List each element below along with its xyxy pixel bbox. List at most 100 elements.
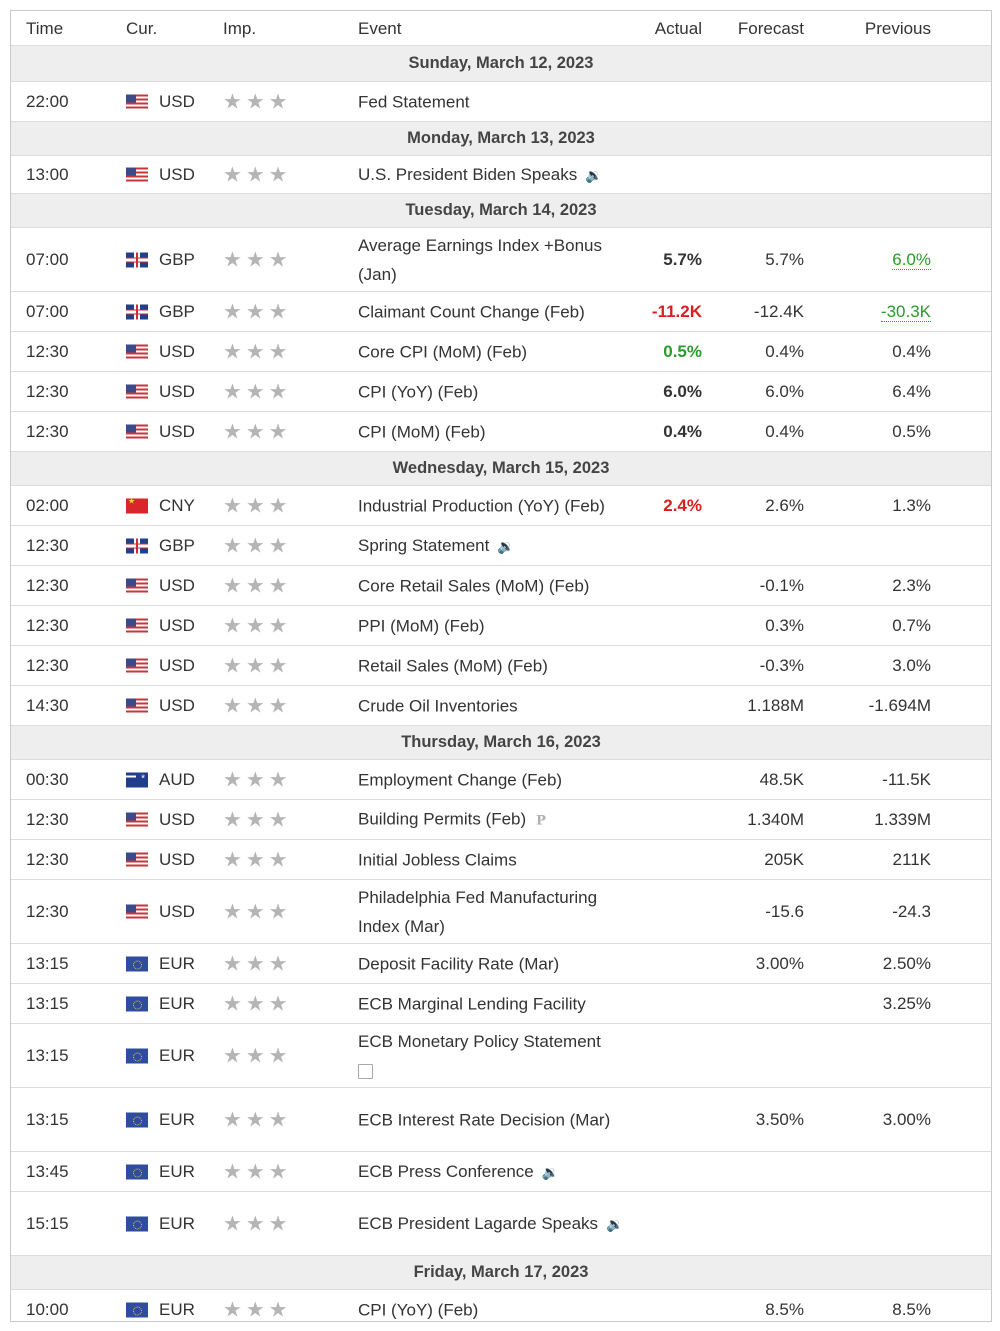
event-row[interactable]: 13:15 EUR ★★★ ECB Interest Rate Decision (M… [11,1087,991,1151]
event-name-text[interactable]: ECB Press Conference [358,1161,534,1181]
event-row[interactable]: 12:30 USD ★★★ Core Retail Sales (MoM) (Feb)… [11,565,991,605]
event-name[interactable]: CPI (YoY) (Feb) [358,377,633,406]
event-name[interactable]: ECB Interest Rate Decision (Mar) [358,1105,633,1134]
event-name-text[interactable]: Philadelphia Fed Manufacturing Index (Ma… [358,887,598,936]
event-row[interactable]: 12:30 USD ★★★ Core CPI (MoM) (Feb) 0.5% 0.4% 0… [11,331,991,371]
event-name-text[interactable]: Claimant Count Change (Feb) [358,302,585,321]
header-currency[interactable]: Cur. [126,19,158,38]
event-row[interactable]: 15:15 EUR ★★★ ECB President Lagarde Speaks 🔉 [11,1191,991,1255]
event-row[interactable]: 12:30 USD ★★★ Retail Sales (MoM) (Feb) -0.3%… [11,645,991,685]
header-forecast[interactable]: Forecast [737,19,804,38]
event-name[interactable]: ECB Marginal Lending Facility [358,989,633,1018]
event-name[interactable]: U.S. President Biden Speaks 🔉 [358,159,633,189]
event-row[interactable]: 07:00 GBP ★★★ Average Earnings Index +Bonus… [11,227,991,291]
event-row[interactable]: 10:00 EUR ★★★ CPI (YoY) (Feb) 8.5% 8.5% [11,1289,991,1329]
header-time[interactable]: Time [26,19,64,38]
event-row[interactable]: 00:30 AUD ★★★ Employment Change (Feb) 48.5K -… [11,759,991,799]
event-row[interactable]: 12:30 USD ★★★ Initial Jobless Claims 205K 211… [11,839,991,879]
event-name-text[interactable]: PPI (MoM) (Feb) [358,616,485,635]
event-currency: USD [159,901,195,921]
event-row[interactable]: 22:00 USD ★★★ Fed Statement [11,81,991,121]
header-importance[interactable]: Imp. [223,19,257,38]
event-row[interactable]: 13:15 EUR ★★★ ECB Monetary Policy Statement [11,1023,991,1087]
us-flag-icon [126,94,148,109]
event-row[interactable]: 13:15 EUR ★★★ ECB Marginal Lending Facility… [11,983,991,1023]
event-name[interactable]: ECB Press Conference 🔉 [358,1156,633,1186]
event-name-text[interactable]: Average Earnings Index +Bonus (Jan) [358,235,602,284]
eu-flag-icon [126,1164,148,1179]
event-name[interactable]: Initial Jobless Claims [358,845,633,874]
event-row[interactable]: 12:30 USD ★★★ CPI (YoY) (Feb) 6.0% 6.0% 6.4% [11,371,991,411]
event-name-text[interactable]: Industrial Production (YoY) (Feb) [358,496,605,515]
event-name-text[interactable]: CPI (MoM) (Feb) [358,422,486,441]
event-name-text[interactable]: Retail Sales (MoM) (Feb) [358,656,548,675]
event-name-text[interactable]: U.S. President Biden Speaks [358,164,578,184]
event-row[interactable]: 12:30 USD ★★★ CPI (MoM) (Feb) 0.4% 0.4% 0.5% [11,411,991,451]
event-name[interactable]: PPI (MoM) (Feb) [358,611,633,640]
previous-value-text: 6.4% [892,381,931,401]
previous-value: 8.5% [892,1300,931,1320]
previous-value: 3.00% [883,1110,931,1130]
event-name[interactable]: Employment Change (Feb) [358,765,633,794]
event-row[interactable]: 12:30 USD ★★★ PPI (MoM) (Feb) 0.3% 0.7% [11,605,991,645]
event-row[interactable]: 14:30 USD ★★★ Crude Oil Inventories 1.188M -1… [11,685,991,725]
header-previous[interactable]: Previous [864,19,931,38]
speaker-icon: 🔉 [585,166,603,183]
event-name[interactable]: Core Retail Sales (MoM) (Feb) [358,571,633,600]
event-name[interactable]: ECB President Lagarde Speaks 🔉 [358,1208,633,1238]
event-name-text[interactable]: Fed Statement [358,92,470,111]
event-currency: EUR [159,1045,195,1065]
previous-value-text: 2.3% [892,575,931,595]
event-row[interactable]: 13:15 EUR ★★★ Deposit Facility Rate (Mar) 3.… [11,943,991,983]
event-row[interactable]: 12:30 USD ★★★ Philadelphia Fed Manufacturin… [11,879,991,943]
event-row[interactable]: 12:30 GBP ★★★ Spring Statement 🔉 [11,525,991,565]
event-name-text[interactable]: ECB Monetary Policy Statement [358,1031,601,1051]
event-name-text[interactable]: Employment Change (Feb) [358,770,563,789]
forecast-value: 8.5% [765,1299,804,1319]
event-row[interactable]: 07:00 GBP ★★★ Claimant Count Change (Feb) -1… [11,291,991,331]
event-name-text[interactable]: Spring Statement [358,535,490,555]
event-time: 07:00 [26,301,69,321]
event-name[interactable]: Fed Statement [358,87,633,116]
event-currency: USD [159,421,195,441]
header-actual[interactable]: Actual [654,19,702,38]
event-row[interactable]: 02:00 CNY ★★★ Industrial Production (YoY) (… [11,485,991,525]
event-name-text[interactable]: Initial Jobless Claims [358,850,517,869]
event-name[interactable]: ECB Monetary Policy Statement [358,1027,633,1085]
event-name[interactable]: CPI (YoY) (Feb) [358,1295,633,1324]
event-time: 13:00 [26,164,69,184]
event-row[interactable]: 13:45 EUR ★★★ ECB Press Conference 🔉 [11,1151,991,1191]
event-name-text[interactable]: Core Retail Sales (MoM) (Feb) [358,576,590,595]
event-name[interactable]: Claimant Count Change (Feb) [358,297,633,326]
event-name-text[interactable]: Deposit Facility Rate (Mar) [358,954,560,973]
event-name-text[interactable]: CPI (YoY) (Feb) [358,1300,479,1319]
event-row[interactable]: 13:00 USD ★★★ U.S. President Biden Speaks 🔉 [11,155,991,193]
event-name[interactable]: Retail Sales (MoM) (Feb) [358,651,633,680]
event-name-text[interactable]: CPI (YoY) (Feb) [358,382,479,401]
event-name-text[interactable]: Building Permits (Feb) [358,809,527,828]
event-name-text[interactable]: ECB Interest Rate Decision (Mar) [358,1110,611,1129]
previous-value-text[interactable]: -30.3K [880,301,931,322]
header-event[interactable]: Event [358,19,402,38]
event-name[interactable]: Average Earnings Index +Bonus (Jan) [358,231,633,289]
previous-value-text: 2.50% [882,953,931,973]
event-name-text[interactable]: ECB Marginal Lending Facility [358,994,586,1013]
previous-value-text[interactable]: 6.0% [892,249,931,270]
event-name[interactable]: Building Permits (Feb) P [358,804,633,835]
importance-stars-icon: ★★★ [223,1212,292,1235]
eu-flag-icon [126,996,148,1011]
event-row[interactable]: 12:30 USD ★★★ Building Permits (Feb) P 1.340M… [11,799,991,839]
importance-stars-icon: ★★★ [223,1298,292,1321]
event-name-text[interactable]: Crude Oil Inventories [358,696,518,715]
event-name[interactable]: Core CPI (MoM) (Feb) [358,337,633,366]
event-name-text[interactable]: Core CPI (MoM) (Feb) [358,342,528,361]
event-name[interactable]: Crude Oil Inventories [358,691,633,720]
event-name-text[interactable]: ECB President Lagarde Speaks [358,1213,599,1233]
forecast-value: 1.340M [747,809,804,829]
event-name[interactable]: Deposit Facility Rate (Mar) [358,949,633,978]
event-name[interactable]: Philadelphia Fed Manufacturing Index (Ma… [358,883,633,941]
actual-value: 6.0% [663,381,702,401]
event-name[interactable]: Industrial Production (YoY) (Feb) [358,491,633,520]
event-name[interactable]: CPI (MoM) (Feb) [358,417,633,446]
event-name[interactable]: Spring Statement 🔉 [358,530,633,560]
